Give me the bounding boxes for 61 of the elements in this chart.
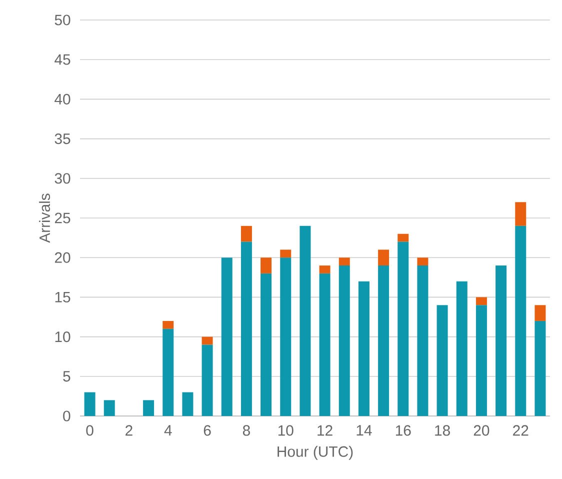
bar xyxy=(260,273,272,416)
bar xyxy=(378,250,390,266)
y-tick-label: 25 xyxy=(54,212,70,224)
bar xyxy=(240,242,252,416)
y-axis-title: Arrivals xyxy=(39,194,50,243)
y-tick-label: 15 xyxy=(55,292,70,302)
bar xyxy=(162,328,174,416)
bar xyxy=(398,242,409,416)
bar xyxy=(496,266,507,416)
x-tick-label: 20 xyxy=(474,425,490,436)
x-tick-label: 14 xyxy=(356,425,372,436)
bar xyxy=(378,266,390,416)
bar xyxy=(202,336,213,345)
y-tick-label: 50 xyxy=(54,14,70,26)
bar xyxy=(319,273,330,416)
x-tick-label: 4 xyxy=(164,425,172,436)
bar xyxy=(300,226,311,416)
bar xyxy=(260,258,272,274)
bar xyxy=(398,234,409,242)
bar xyxy=(104,400,115,416)
bar xyxy=(280,250,292,258)
x-tick-label: 22 xyxy=(513,425,528,436)
y-tick-label: 0 xyxy=(63,410,70,422)
x-tick-label: 18 xyxy=(435,425,450,436)
bar xyxy=(182,392,194,416)
bar xyxy=(417,258,428,266)
bar xyxy=(534,305,546,321)
bar xyxy=(436,305,448,416)
y-tick-label: 10 xyxy=(55,332,70,342)
bar xyxy=(240,226,252,242)
y-tick-label: 40 xyxy=(54,94,70,104)
y-tick-label: 5 xyxy=(63,371,70,382)
bar xyxy=(280,258,292,416)
bar xyxy=(515,202,526,226)
bar xyxy=(358,281,370,416)
bar xyxy=(319,266,330,274)
bar xyxy=(162,320,174,329)
bar xyxy=(338,258,350,266)
bar xyxy=(143,400,154,416)
x-tick-label: 16 xyxy=(396,425,411,436)
bar xyxy=(221,258,232,416)
y-tick-label: 20 xyxy=(54,252,70,263)
bar xyxy=(456,281,468,416)
bar xyxy=(338,266,350,416)
bar xyxy=(515,226,526,416)
y-tick-label: 45 xyxy=(54,54,70,65)
bar xyxy=(476,305,487,416)
bar xyxy=(417,266,428,416)
x-tick-label: 2 xyxy=(126,425,132,436)
bar xyxy=(84,392,96,416)
bar xyxy=(202,344,213,416)
bar xyxy=(476,297,487,306)
bar xyxy=(534,320,546,416)
y-tick-label: 30 xyxy=(54,173,70,184)
x-tick-label: 12 xyxy=(318,425,332,436)
x-axis-title: Hour (UTC) xyxy=(278,446,353,460)
x-tick-label: 10 xyxy=(278,425,294,436)
y-tick-label: 35 xyxy=(54,134,70,144)
x-tick-label: 8 xyxy=(242,425,250,436)
x-tick-label: 6 xyxy=(204,425,211,436)
x-tick-label: 0 xyxy=(86,425,94,436)
